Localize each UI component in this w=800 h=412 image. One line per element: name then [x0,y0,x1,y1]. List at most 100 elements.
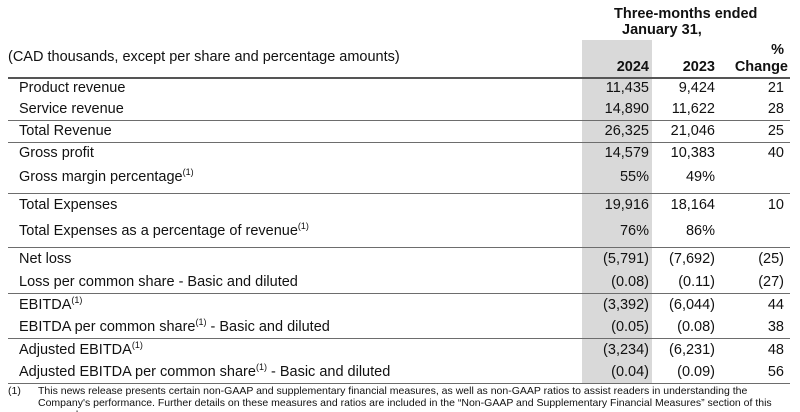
row-divider [8,120,790,121]
value-2023: 21,046 [670,123,715,139]
row-label: Total Expenses [19,195,117,215]
percent-change: 56 [767,364,784,380]
footnote-reference: (1) [131,340,143,350]
row-label-text: EBITDA [19,297,72,313]
value-2024: (3,392) [603,297,649,313]
units-note: (CAD thousands, except per share and per… [8,49,400,65]
value-2024: (5,791) [603,251,649,267]
value-2024: 76% [619,223,649,239]
value-2023: 11,622 [671,101,715,117]
row-label-text: Gross profit [19,145,94,161]
table-row: Net loss (5,791) (7,692) (25) [0,249,800,269]
value-2023: 86% [685,223,715,239]
footnote-reference: (1) [182,167,194,177]
value-2023: (6,231) [669,342,715,358]
footnote-reference: (1) [255,362,267,372]
footnote-reference: (1) [195,317,207,327]
value-2023: 10,383 [670,145,715,161]
row-label: Total Expenses as a percentage of revenu… [19,221,309,241]
percent-change: 10 [767,197,784,213]
row-label-text: Net loss [19,251,72,267]
row-divider [8,193,790,194]
footnote-reference: (1) [297,221,309,231]
row-label: Loss per common share - Basic and dilute… [19,272,298,292]
footnote-text: This news release presents certain non-G… [38,385,772,412]
row-divider [8,338,790,339]
column-header-2024: 2024 [616,59,649,75]
table-row: Service revenue 14,890 11,622 28 [0,99,800,119]
value-2023: (7,692) [669,251,715,267]
row-label: Gross margin percentage(1) [19,167,194,187]
row-label-text: Total Expenses as a percentage of revenu… [19,223,298,239]
value-2024: 55% [619,169,649,185]
row-label: EBITDA(1) [19,295,82,315]
row-label-suffix: - Basic and diluted [266,364,391,380]
row-label: Product revenue [19,78,125,98]
row-label: Net loss [19,249,71,269]
row-label-text: Product revenue [19,80,126,96]
row-label: Service revenue [19,99,124,119]
table-row: Adjusted EBITDA per common share(1) - Ba… [0,362,800,382]
row-label-text: Total Revenue [19,123,112,139]
value-2023: (6,044) [669,297,715,313]
percent-change: (27) [758,274,784,290]
row-label: EBITDA per common share(1) - Basic and d… [19,317,330,337]
value-2024: (0.04) [611,364,649,380]
table-row: EBITDA(1) (3,392) (6,044) 44 [0,295,800,315]
table-row: Adjusted EBITDA(1) (3,234) (6,231) 48 [0,340,800,360]
row-divider [8,77,790,79]
value-2023: 49% [685,169,715,185]
table-row: Loss per common share - Basic and dilute… [0,272,800,292]
column-header-2023: 2023 [682,59,715,75]
value-2024: 14,890 [604,101,649,117]
value-2024: 19,916 [604,197,649,213]
row-label-suffix: - Basic and diluted [206,319,330,335]
value-2023: (0.11) [678,274,715,290]
column-header-change: Change [734,59,788,75]
row-label-text: Loss per common share - Basic and dilute… [19,274,298,290]
value-2024: (0.08) [611,274,649,290]
row-label-text: EBITDA per common share [19,319,196,335]
footnote-reference: (1) [71,295,83,305]
table-row: Total Revenue 26,325 21,046 25 [0,121,800,141]
row-divider [8,383,790,384]
period-header-line2: January 31, [622,22,702,38]
value-2024: (3,234) [603,342,649,358]
row-label: Gross profit [19,143,94,163]
value-2023: 18,164 [670,197,715,213]
percent-change: 25 [767,123,784,139]
period-header-line1: Three-months ended [614,6,758,22]
row-label-text: Adjusted EBITDA per common share [19,364,256,380]
table-row: Total Expenses 19,916 18,164 10 [0,195,800,215]
row-label-text: Gross margin percentage [19,169,183,185]
row-label-text: Adjusted EBITDA [19,342,132,358]
value-2023: 9,424 [678,80,715,96]
row-divider [8,247,790,248]
row-divider [8,142,790,143]
row-label: Total Revenue [19,121,112,141]
percent-change: 48 [767,342,784,358]
row-label: Adjusted EBITDA per common share(1) - Ba… [19,362,390,382]
row-label: Adjusted EBITDA(1) [19,340,143,360]
row-divider [8,293,790,294]
value-2024: 11,435 [605,80,649,96]
value-2023: (0.08) [677,319,715,335]
value-2024: 14,579 [604,145,649,161]
column-header-change-symbol: % [771,42,784,58]
row-label-text: Total Expenses [19,197,118,213]
table-row: Gross profit 14,579 10,383 40 [0,143,800,163]
current-year-column-shading [582,40,652,384]
percent-change: 21 [767,80,784,96]
table-row: Gross margin percentage(1) 55% 49% [0,167,800,187]
footnote-mark: (1) [8,385,21,397]
percent-change: 38 [767,319,784,335]
value-2024: (0.05) [611,319,649,335]
table-row: EBITDA per common share(1) - Basic and d… [0,317,800,337]
percent-change: 28 [767,101,784,117]
value-2023: (0.09) [677,364,715,380]
value-2024: 26,325 [604,123,649,139]
percent-change: (25) [758,251,784,267]
table-row: Product revenue 11,435 9,424 21 [0,78,800,98]
percent-change: 40 [767,145,784,161]
